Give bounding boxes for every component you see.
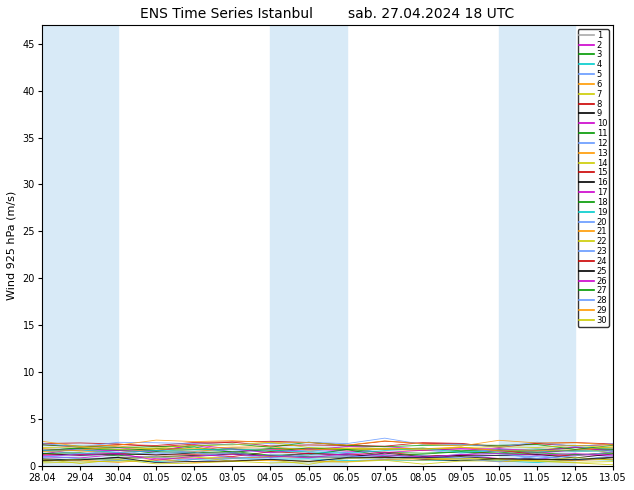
Bar [271,25,347,466]
Bar [499,25,575,466]
Bar [42,25,118,466]
Y-axis label: Wind 925 hPa (m/s): Wind 925 hPa (m/s) [7,191,17,300]
Legend: 1, 2, 3, 4, 5, 6, 7, 8, 9, 10, 11, 12, 13, 14, 15, 16, 17, 18, 19, 20, 21, 22, 2: 1, 2, 3, 4, 5, 6, 7, 8, 9, 10, 11, 12, 1… [578,29,609,326]
Title: ENS Time Series Istanbul        sab. 27.04.2024 18 UTC: ENS Time Series Istanbul sab. 27.04.2024… [141,7,515,21]
